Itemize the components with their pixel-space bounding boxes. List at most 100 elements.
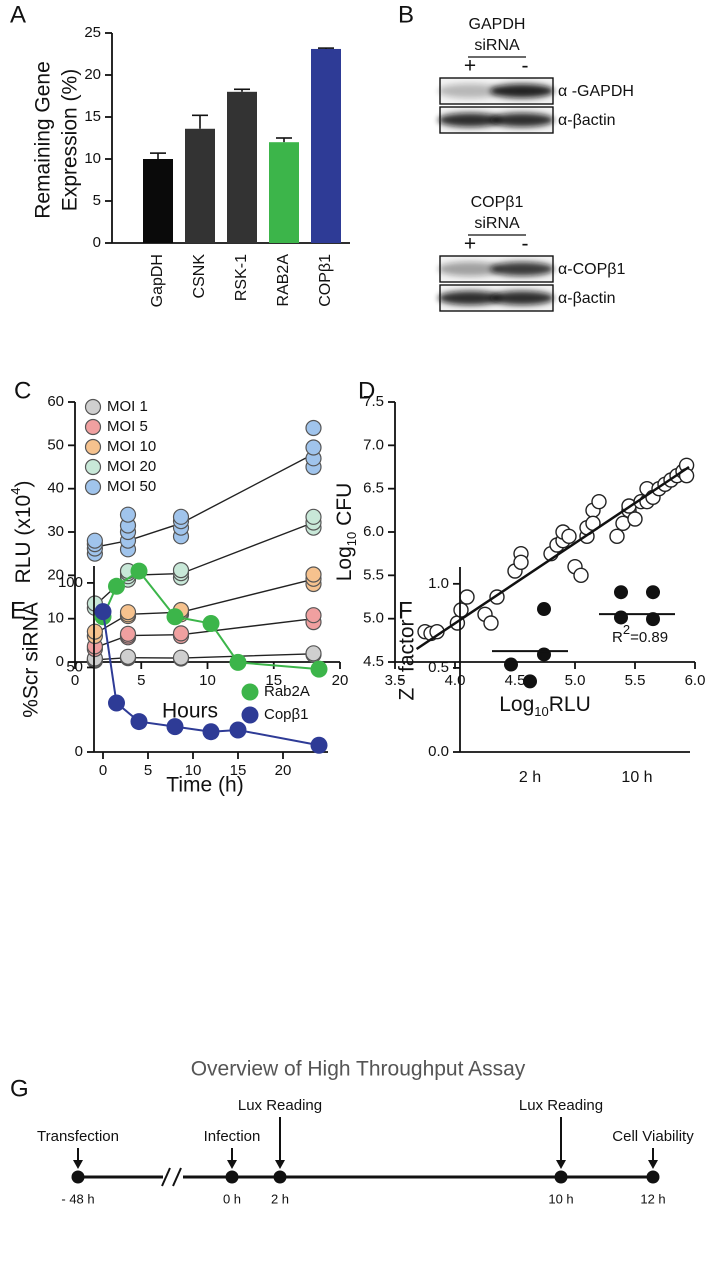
y-axis-label-part: )	[12, 481, 35, 488]
panel-label: C	[14, 377, 31, 404]
event-label: Transfection	[37, 1128, 119, 1145]
bar	[143, 159, 173, 243]
blot-band	[490, 84, 554, 98]
point	[229, 653, 247, 671]
mean-line	[94, 453, 314, 548]
blot-row-label: α-βactin	[558, 290, 616, 307]
x-tick-label: 20	[275, 762, 292, 779]
y-tick-label: 50	[47, 436, 64, 453]
panel-label: G	[10, 1075, 29, 1102]
legend-label: MOI 10	[107, 438, 156, 455]
arrow-head	[227, 1160, 237, 1169]
annotation-part: R	[612, 629, 623, 646]
point	[119, 506, 137, 523]
event-dot	[273, 1170, 287, 1184]
blot-subtitle: siRNA	[474, 37, 520, 54]
point	[305, 566, 322, 583]
point	[310, 736, 328, 754]
y-tick-label: 15	[84, 108, 101, 125]
point	[483, 615, 499, 631]
y-axis-label: Log10 CFU	[333, 483, 359, 582]
blot-title: COPβ1	[471, 194, 524, 211]
point	[202, 614, 220, 632]
y-axis-label-part: CFU	[333, 483, 356, 532]
y-tick-label: 1.0	[428, 575, 449, 592]
x-tick-label: 5.0	[565, 672, 586, 689]
point	[646, 585, 660, 600]
x-tick-label: COPβ1	[317, 254, 334, 307]
blot-band	[490, 262, 554, 276]
point	[172, 625, 190, 642]
point	[504, 657, 518, 672]
event-dot	[225, 1170, 239, 1184]
point	[229, 721, 247, 739]
x-tick-label: RAB2A	[275, 254, 292, 307]
y-tick-label: 5.0	[363, 610, 384, 627]
lane-label: +	[464, 233, 476, 256]
event-time: 0 h	[223, 1191, 241, 1206]
x-tick-label: GapDH	[149, 254, 166, 307]
point	[453, 602, 469, 618]
bar	[227, 91, 257, 243]
y-tick-label: 20	[47, 566, 64, 583]
panel-label: F	[398, 597, 413, 624]
panel-label: D	[358, 377, 375, 404]
blot-band	[438, 84, 502, 98]
x-tick-label: RSK-1	[233, 254, 250, 301]
bar	[311, 48, 341, 244]
legend-marker	[84, 398, 102, 416]
x-tick-label: 6.0	[685, 672, 706, 689]
y-axis-label-part: 4	[8, 488, 23, 495]
point	[614, 585, 628, 600]
legend-marker	[241, 683, 259, 701]
y-tick-label: 30	[47, 523, 64, 540]
point	[172, 562, 190, 579]
x-axis-label: Log10RLU	[499, 693, 591, 719]
point	[310, 660, 328, 678]
point	[614, 610, 628, 625]
x-tick-label: 3.5	[385, 672, 406, 689]
x-tick-label: 2 h	[519, 769, 541, 786]
point	[108, 577, 125, 595]
point	[305, 419, 322, 437]
event-label: Lux Reading	[519, 1097, 603, 1114]
point	[202, 723, 220, 741]
x-axis-label: Time (h)	[166, 774, 243, 797]
x-tick-label: 0	[99, 762, 107, 779]
y-tick-label: 10	[84, 150, 101, 167]
blot-row-label: α -GAPDH	[558, 83, 634, 100]
mean-line	[94, 653, 314, 661]
event-time: 10 h	[548, 1191, 573, 1206]
point	[627, 511, 643, 527]
y-tick-label: 0	[75, 743, 83, 760]
legend-label: MOI 50	[107, 478, 156, 495]
y-axis-label: %Scr siRNA	[20, 602, 43, 718]
mean-line	[94, 578, 314, 635]
lane-label: -	[522, 233, 529, 256]
y-tick-label: 25	[84, 24, 101, 41]
blot-band	[490, 291, 554, 305]
point	[537, 602, 551, 617]
blot-band	[438, 291, 502, 305]
y-tick-label: 40	[47, 480, 64, 497]
point	[130, 562, 148, 580]
y-tick-label: 7.5	[363, 393, 384, 410]
arrow-head	[275, 1160, 285, 1169]
panel-label: A	[10, 1, 26, 28]
point	[172, 508, 190, 525]
point	[166, 718, 184, 736]
x-tick-label: 4.5	[505, 672, 526, 689]
x-tick-label: 10	[199, 672, 216, 689]
legend-marker	[84, 438, 102, 456]
blot-row-label: α-βactin	[558, 112, 616, 129]
event-dot	[646, 1170, 660, 1184]
axis-break	[161, 1167, 171, 1187]
point	[166, 608, 184, 626]
point	[305, 645, 322, 662]
bar	[185, 128, 215, 243]
blot-band	[438, 262, 502, 276]
point	[119, 604, 137, 621]
x-axis-label-part: RLU	[549, 693, 591, 716]
x-tick-label: CSNK	[191, 254, 208, 299]
